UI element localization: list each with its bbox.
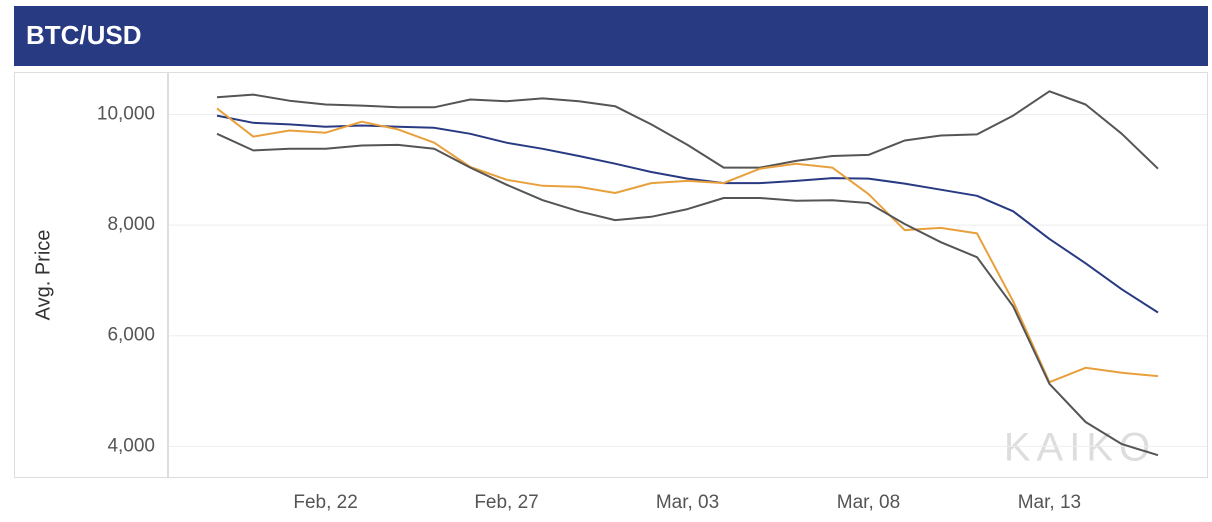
y-tick-label: 4,000 (107, 435, 155, 456)
x-tick-label: Feb, 22 (293, 492, 357, 513)
y-tick-label: 6,000 (107, 325, 155, 346)
y-tick-label: 8,000 (107, 214, 155, 235)
y-axis-label: Avg. Price (32, 230, 54, 321)
series-line (216, 90, 1159, 170)
header-bar (14, 6, 1208, 66)
chart-title: BTC/USD (26, 20, 142, 50)
x-tick-label: Mar, 08 (837, 492, 900, 513)
y-tick-label: 10,000 (97, 103, 155, 124)
series-line (216, 114, 1159, 314)
series-line (216, 132, 1159, 457)
series-line (216, 107, 1159, 384)
plot-frame (14, 72, 1208, 478)
x-tick-label: Mar, 03 (656, 492, 719, 513)
x-tick-label: Mar, 13 (1018, 492, 1081, 513)
watermark: KAIKO (1004, 426, 1156, 470)
x-tick-label: Feb, 27 (474, 492, 538, 513)
